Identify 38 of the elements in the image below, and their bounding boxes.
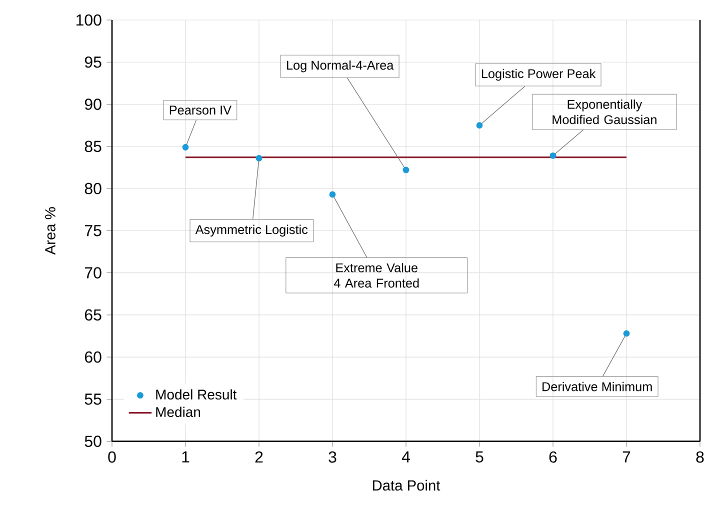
point — [329, 191, 336, 198]
y-tick-label: 85 — [84, 140, 102, 152]
y-tick-label: 60 — [84, 351, 102, 363]
annotation: Pearson IV — [170, 106, 232, 114]
y-tick-label: 80 — [84, 182, 102, 194]
annotation: Extreme Value 4 Area Fronted — [334, 262, 419, 288]
x-tick-label: 3 — [328, 451, 336, 463]
y-tick-label: 95 — [84, 56, 102, 68]
annotation: Logistic Power Peak — [482, 68, 596, 81]
point — [256, 154, 262, 162]
point — [623, 330, 630, 337]
legend-label: Model Result — [156, 389, 237, 400]
x-tick-label: 5 — [476, 451, 484, 462]
x-tick-label: 6 — [549, 451, 557, 463]
y-tick-label: 65 — [84, 309, 102, 320]
y-axis-title: Area % — [45, 207, 56, 255]
point — [182, 144, 189, 150]
y-tick-label: 90 — [84, 98, 102, 110]
x-tick-label: 1 — [182, 451, 190, 462]
x-tick-label: 8 — [696, 451, 704, 463]
x-tick-label: 7 — [622, 451, 630, 462]
y-tick-label: 100 — [76, 14, 102, 26]
x-tick-label: 0 — [108, 451, 116, 463]
annotation: Log Normal-4-Area — [287, 60, 394, 72]
annotation: Asymmetric Logistic — [195, 224, 308, 236]
annotation: Derivative Minimum — [542, 382, 652, 392]
y-tick-label: 50 — [84, 436, 102, 447]
point — [476, 122, 483, 128]
point — [550, 152, 556, 159]
legend-label: Median — [156, 406, 200, 417]
point — [402, 166, 410, 174]
x-tick-label: 4 — [402, 451, 410, 462]
y-tick-label: 70 — [84, 266, 102, 278]
x-tick-label: 2 — [255, 451, 263, 462]
y-tick-label: 75 — [84, 224, 102, 236]
y-tick-label: 55 — [84, 393, 102, 405]
x-axis-title: Data Point — [372, 480, 440, 490]
annotation: Exponentially Modified Gaussian — [552, 99, 656, 124]
